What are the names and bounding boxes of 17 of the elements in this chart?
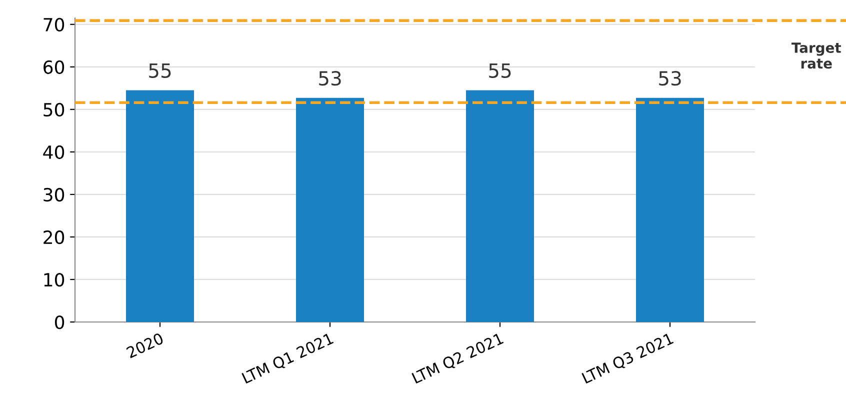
y-tick-label: 40 bbox=[43, 145, 64, 160]
text: Target rate bbox=[792, 42, 842, 69]
y-tick-label: 50 bbox=[44, 102, 64, 117]
y-tick-label: 0 bbox=[54, 315, 64, 330]
x-tick-label: 2020 bbox=[126, 332, 164, 358]
y-tick-label: 20 bbox=[44, 230, 64, 244]
y-tick-label: 30 bbox=[44, 188, 64, 202]
y-tick-label: 70 bbox=[44, 18, 64, 32]
x-tick-label: LTM Q1 2021 bbox=[242, 332, 334, 386]
y-tick-label: 10 bbox=[44, 272, 64, 287]
data-label: 55 bbox=[489, 64, 511, 78]
data-label: 53 bbox=[319, 70, 341, 86]
x-tick-label: LTM Q3 2021 bbox=[582, 332, 674, 386]
data-label: 53 bbox=[659, 70, 681, 86]
y-tick-label: 60 bbox=[44, 60, 64, 74]
data-label: 55 bbox=[149, 64, 171, 78]
x-tick-label: LTM Q2 2021 bbox=[412, 332, 504, 386]
